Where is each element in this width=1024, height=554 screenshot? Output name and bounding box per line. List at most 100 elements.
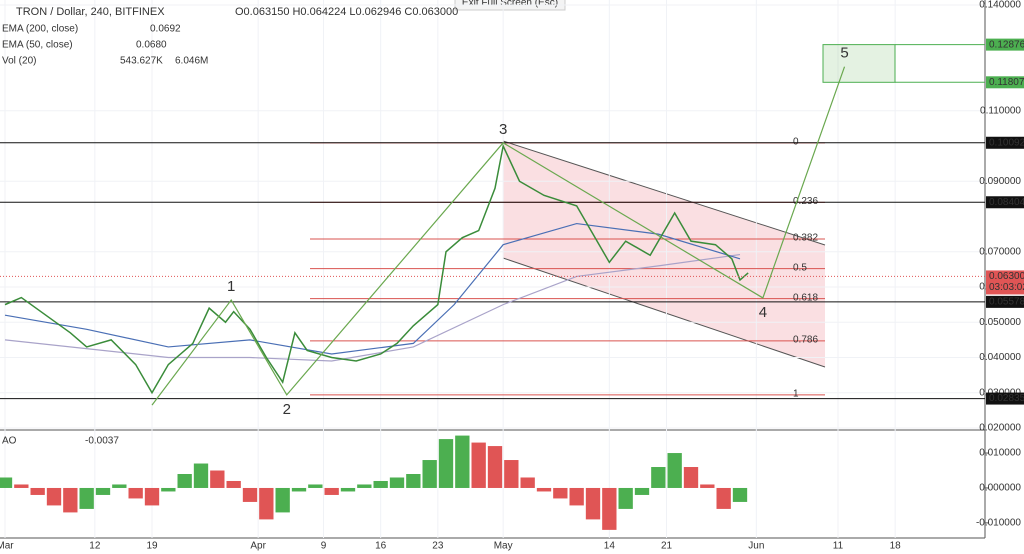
- y-tick-label: 0.010000: [979, 448, 1021, 459]
- wave-label: 1: [227, 278, 235, 295]
- ema-line: [4, 253, 741, 362]
- ao-bar: [161, 487, 176, 492]
- tooltip: Exit Full Screen (Esc): [462, 0, 558, 9]
- legend-value: 543.627K: [120, 56, 163, 67]
- chart-title[interactable]: TRON / Dollar, 240, BITFINEX: [16, 6, 165, 18]
- ao-bar: [389, 477, 405, 488]
- ao-bar: [487, 446, 503, 488]
- price-line: [4, 143, 749, 395]
- y-tick-label: 0.140000: [979, 0, 1021, 11]
- price-tag-label: 0.05578: [989, 297, 1024, 308]
- wave-label: 4: [759, 304, 767, 321]
- x-tick-label: 9: [321, 541, 327, 552]
- x-tick-label: 23: [432, 541, 444, 552]
- ao-bar: [193, 463, 209, 488]
- price-tag: [986, 76, 1024, 89]
- ao-bar: [210, 470, 225, 488]
- y-tick-label: 0.000000: [979, 483, 1021, 494]
- legend-value: 6.046M: [175, 56, 208, 67]
- legend-value: -0.0037: [85, 436, 119, 447]
- ao-bar: [14, 484, 29, 488]
- price-tag-label: 0.11807: [989, 77, 1024, 88]
- countdown: 03:03:02: [989, 282, 1024, 293]
- fib-label: 0.5: [793, 262, 807, 273]
- ao-bar: [242, 487, 258, 502]
- x-tick-label: Jun: [748, 541, 764, 552]
- ao-bar: [455, 435, 470, 488]
- x-tick-label: 21: [661, 541, 673, 552]
- y-tick-label: 0.110000: [980, 105, 1021, 116]
- fib-label: 0.618: [793, 292, 818, 303]
- ao-bar: [634, 487, 650, 495]
- y-tick-label: 0.070000: [979, 246, 1021, 257]
- ao-bar: [520, 477, 535, 488]
- x-tick-label: 14: [604, 541, 616, 552]
- legend-label[interactable]: AO: [2, 436, 17, 447]
- fib-label: 0: [793, 136, 799, 147]
- legend-label[interactable]: EMA (200, close): [2, 24, 78, 35]
- price-tag: [986, 136, 1024, 149]
- ao-bar: [308, 484, 323, 488]
- price-tag: [986, 38, 1024, 51]
- ao-bar: [471, 442, 486, 488]
- wave-label: 5: [840, 45, 848, 62]
- ao-bar: [732, 487, 748, 502]
- ao-bar: [112, 484, 127, 488]
- ao-bar: [30, 487, 45, 495]
- price-tag-label: 0.08404: [989, 197, 1024, 208]
- fib-label: 0.382: [793, 233, 818, 244]
- ao-bar: [438, 439, 454, 488]
- ao-bar: [373, 480, 388, 488]
- y-tick-label: 0.090000: [979, 176, 1021, 187]
- ao-bar: [291, 487, 307, 492]
- ao-bar: [683, 467, 699, 488]
- ohlc: O0.063150 H0.064224 L0.062946 C0.063000: [235, 6, 458, 18]
- price-tag-label: 0.12876: [989, 39, 1024, 50]
- wave-label: 3: [499, 121, 507, 138]
- channel-bottom: [502, 257, 826, 368]
- fib-label: 0.236: [793, 196, 818, 207]
- ao-bar: [95, 487, 111, 495]
- wave-line: [151, 66, 846, 406]
- y-tick-label: 0.040000: [979, 352, 1021, 363]
- fib-label: 1: [793, 389, 799, 400]
- ao-bar: [357, 484, 372, 488]
- legend-value: 0.0692: [150, 24, 181, 35]
- legend-value: 0.0680: [136, 40, 167, 51]
- ao-bar: [569, 487, 584, 506]
- y-tick-label: 0.020000: [979, 423, 1021, 434]
- legend-label[interactable]: EMA (50, close): [2, 40, 73, 51]
- x-tick-label: Apr: [250, 541, 266, 552]
- ao-bar: [79, 487, 94, 509]
- price-tag-label: 0.02835: [989, 393, 1024, 404]
- ao-bar: [422, 460, 437, 488]
- ao-bar: [128, 487, 143, 499]
- ao-bar: [0, 477, 13, 488]
- x-tick-label: Mar: [0, 541, 14, 552]
- ao-bar: [602, 487, 617, 530]
- x-tick-label: 12: [89, 541, 101, 552]
- ao-bar: [716, 487, 731, 509]
- legend-label[interactable]: Vol (20): [2, 56, 36, 67]
- target-zone: [822, 44, 896, 83]
- x-tick-label: 11: [833, 541, 844, 552]
- ao-bar: [536, 487, 552, 492]
- ao-bar: [585, 487, 601, 520]
- y-tick-label: 0.050000: [979, 317, 1021, 328]
- price-tag: [986, 295, 1024, 308]
- ao-bar: [46, 487, 62, 506]
- ao-bar: [144, 487, 160, 506]
- ao-bar: [618, 487, 633, 509]
- ao-bar: [340, 487, 356, 492]
- price-tag: [986, 392, 1024, 405]
- channel: [503, 141, 825, 367]
- ao-bar: [700, 484, 715, 488]
- ao-bar: [553, 487, 568, 499]
- fib-label: 0.786: [793, 335, 818, 346]
- ao-bar: [275, 487, 290, 513]
- x-tick-label: 18: [890, 541, 902, 552]
- ao-bar: [226, 480, 241, 488]
- channel-top: [502, 140, 826, 246]
